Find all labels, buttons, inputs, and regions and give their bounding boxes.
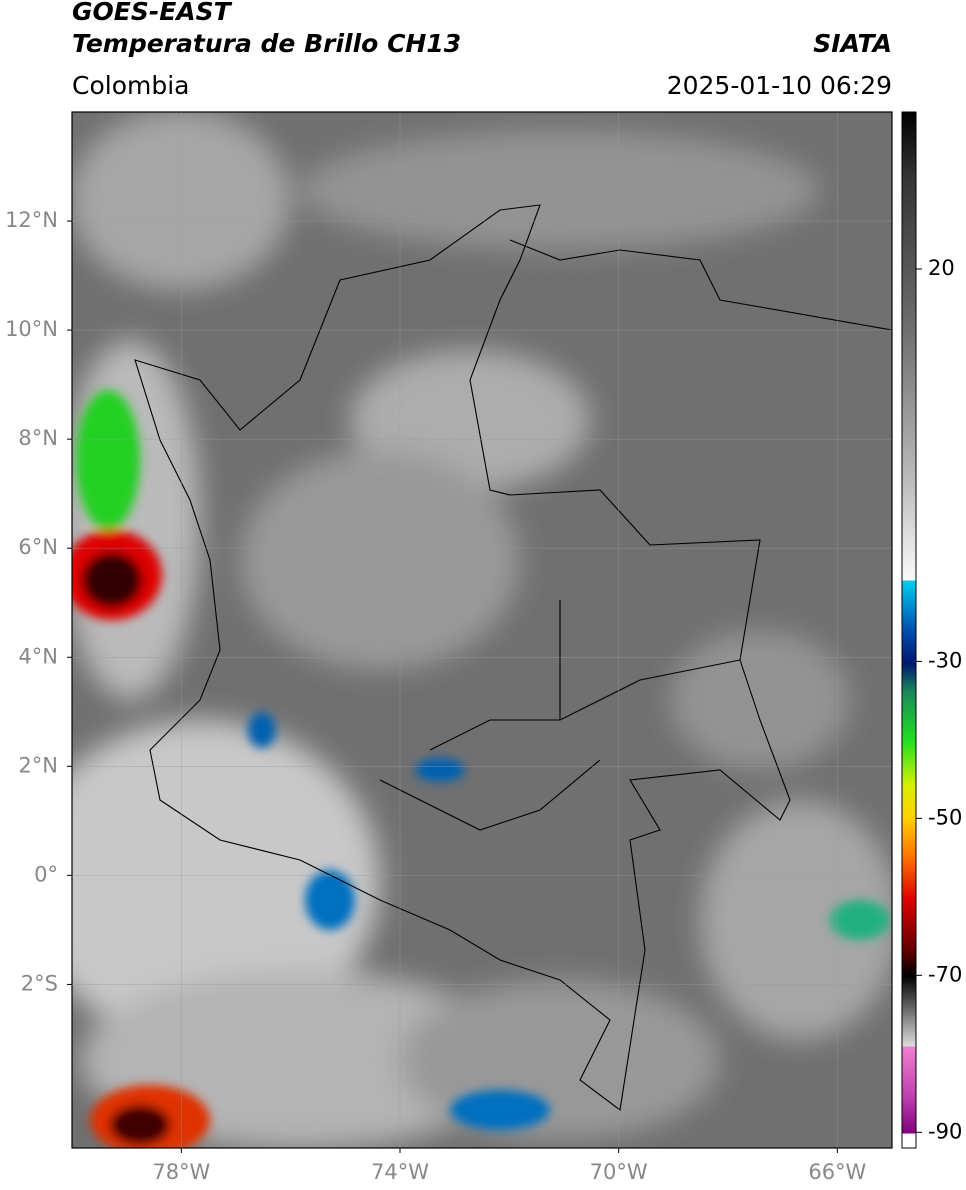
colorbar-tick-label: 20 [928, 256, 955, 280]
colorbar-tick-label: -30 [928, 648, 962, 672]
colorbar-tick-label: -50 [928, 805, 962, 829]
subtitle: Temperatura de Brillo CH13 [72, 29, 461, 58]
y-tick-label: 10°N [5, 317, 58, 341]
y-tick-label: 12°N [5, 208, 58, 232]
graticule [72, 112, 892, 1148]
timestamp: 2025-01-10 06:29 [667, 71, 892, 100]
y-tick-label: 8°N [18, 426, 58, 450]
colorbar-tick-label: -90 [928, 1119, 962, 1143]
colorbar [901, 111, 917, 1149]
y-tick-label: 2°N [18, 753, 58, 777]
satellite-image [72, 112, 892, 1148]
title: GOES-EAST [72, 0, 233, 26]
colorbar-tick-label: -70 [928, 962, 962, 986]
source: SIATA [813, 29, 892, 58]
x-tick-label: 66°W [808, 1160, 866, 1184]
y-tick-label: 6°N [18, 535, 58, 559]
x-tick-label: 70°W [590, 1160, 648, 1184]
map-frame [71, 111, 893, 1149]
y-tick-label: 2°S [21, 971, 58, 995]
y-tick-label: 0° [34, 862, 58, 886]
y-tick-label: 4°N [18, 644, 58, 668]
x-tick-label: 74°W [371, 1160, 429, 1184]
x-tick-label: 78°W [152, 1160, 210, 1184]
region: Colombia [72, 71, 189, 100]
